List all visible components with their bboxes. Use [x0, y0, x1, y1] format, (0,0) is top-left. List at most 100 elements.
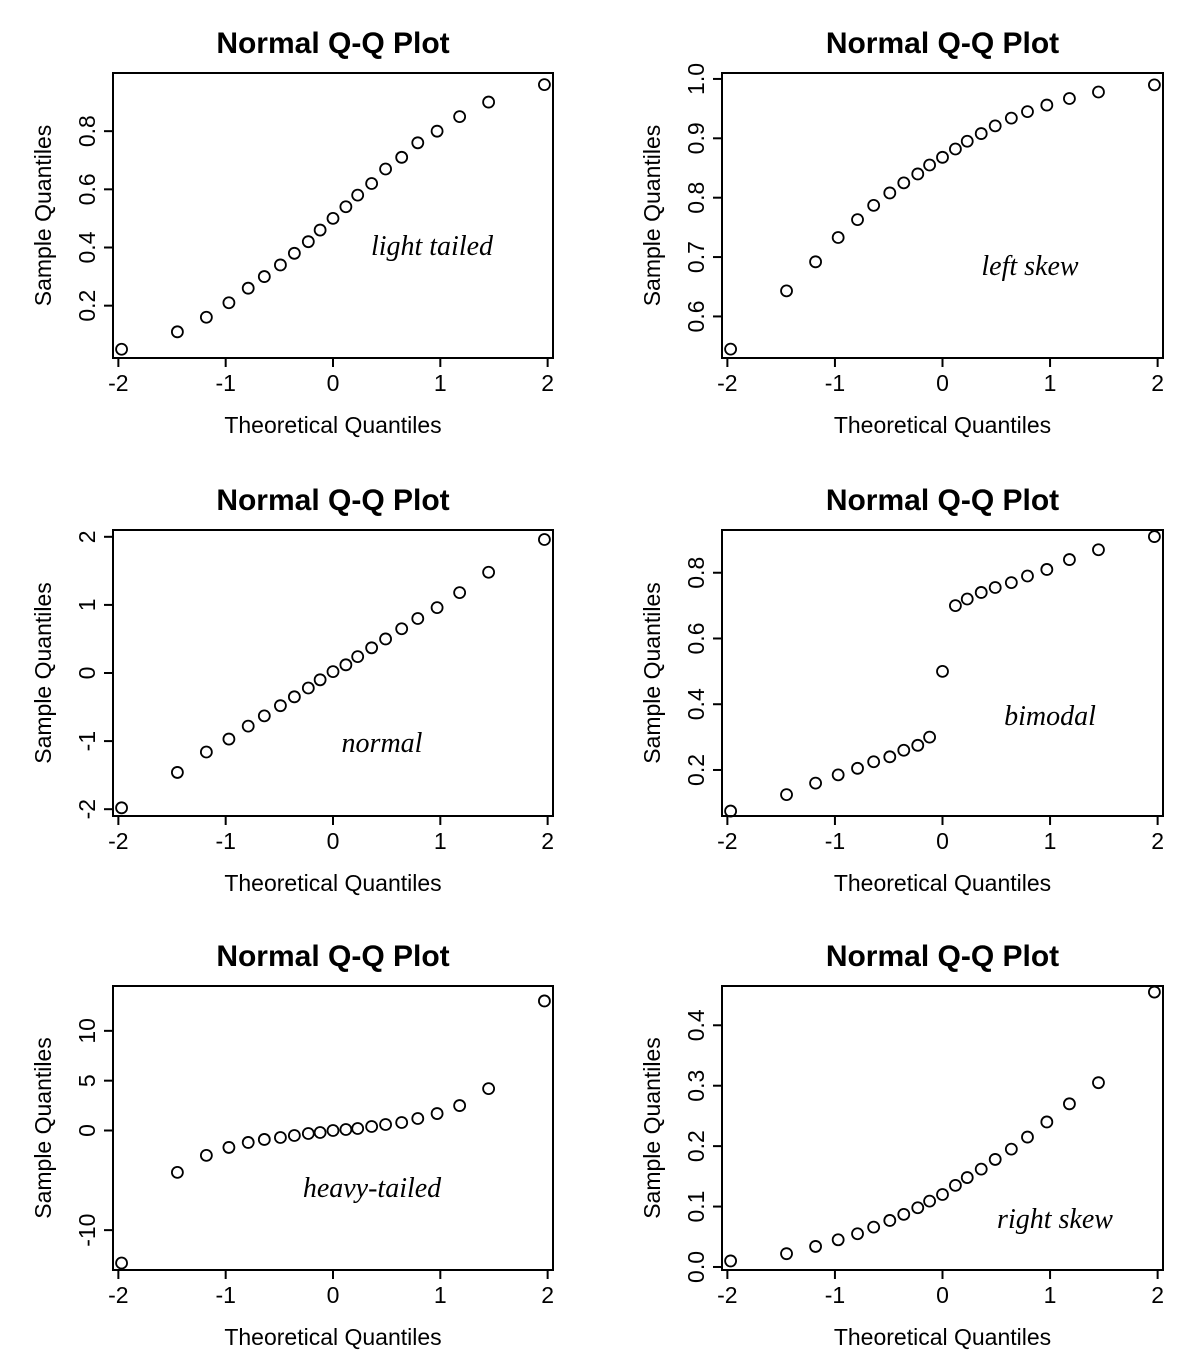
y-tick-label: 0.1	[683, 1191, 709, 1223]
data-point	[1004, 1142, 1018, 1156]
data-point	[274, 699, 287, 713]
data-point	[851, 213, 864, 227]
x-tick-label: -1	[825, 828, 845, 854]
qq-panel-3: Normal Q-Q Plot -2 -1 0 1 2 -2 -1 0 1 2 Theoretical…	[30, 484, 554, 896]
y-tick-label: -10	[74, 1214, 100, 1247]
data-point	[222, 296, 236, 310]
data-point	[1040, 98, 1054, 112]
y-tick-label: 5	[74, 1074, 100, 1087]
panel-title: Normal Q-Q Plot	[216, 484, 449, 517]
data-point	[851, 1227, 864, 1241]
distribution-annotation: light tailed	[371, 231, 494, 262]
data-point	[988, 581, 1002, 594]
data-point	[911, 738, 925, 752]
x-tick-label: 1	[1044, 1282, 1057, 1308]
data-point	[1040, 1115, 1054, 1129]
data-point	[831, 231, 845, 244]
panel-title: Normal Q-Q Plot	[826, 484, 1059, 517]
data-point	[351, 188, 365, 202]
x-tick-label: 0	[936, 828, 949, 854]
data-point	[365, 641, 379, 655]
y-tick-label: 10	[74, 1018, 100, 1044]
data-point	[287, 690, 301, 704]
distribution-annotation: heavy-tailed	[303, 1173, 442, 1204]
data-point	[974, 1162, 988, 1176]
data-point	[222, 1141, 236, 1154]
y-tick-label: -1	[74, 731, 100, 751]
data-point	[1063, 92, 1076, 105]
y-axis-label: Sample Quantiles	[639, 125, 665, 307]
x-tick-label: 2	[1151, 1282, 1164, 1308]
x-tick-label: -2	[717, 828, 737, 854]
data-point	[724, 342, 738, 356]
data-point	[960, 592, 974, 606]
qq-panel-6: Normal Q-Q Plot -2 -1 0 1 2 0.0 0.1 0.2 0.3 0.4 The…	[639, 940, 1164, 1350]
data-point	[453, 110, 467, 124]
data-point	[482, 95, 496, 109]
distribution-annotation: left skew	[981, 251, 1079, 282]
data-point	[430, 601, 444, 615]
data-point	[883, 750, 897, 764]
data-point	[897, 743, 911, 757]
qq-panel-1: Normal Q-Q Plot -2 -1 0 1 2 0.2 0.4 0.6 0.8 Theore…	[30, 27, 554, 438]
data-point	[170, 1165, 184, 1179]
distribution-annotation: right skew	[997, 1204, 1113, 1235]
data-point	[199, 1149, 213, 1162]
y-tick-label: 0.3	[683, 1070, 709, 1102]
data-point	[974, 586, 988, 599]
y-tick-label: 0.4	[74, 231, 100, 263]
y-tick-label: 0.6	[683, 622, 709, 654]
data-point	[326, 665, 340, 679]
y-tick-label: 0.4	[683, 1009, 709, 1041]
data-point	[809, 1240, 822, 1253]
data-point	[1063, 1097, 1076, 1111]
y-tick-label: 0.8	[74, 115, 100, 147]
data-point	[923, 1194, 936, 1208]
data-point	[960, 1171, 974, 1184]
data-point	[115, 342, 128, 356]
data-point	[241, 1136, 255, 1149]
y-axis-label: Sample Quantiles	[639, 1037, 665, 1219]
data-point	[199, 310, 213, 324]
data-point	[923, 158, 936, 172]
x-tick-label: 2	[1151, 828, 1164, 854]
data-point	[1092, 1076, 1105, 1090]
data-point	[936, 150, 949, 164]
data-point	[241, 719, 255, 733]
data-point	[430, 124, 444, 138]
data-point	[301, 1127, 315, 1140]
data-point	[326, 1124, 340, 1137]
data-point	[538, 533, 551, 546]
data-point	[115, 801, 128, 815]
y-axis-label: Sample Quantiles	[30, 582, 56, 764]
data-point	[883, 186, 897, 200]
data-point	[301, 681, 315, 695]
y-tick-label: 2	[74, 530, 100, 543]
data-point	[936, 664, 949, 678]
data-point	[911, 1201, 925, 1215]
y-tick-label: -2	[74, 799, 100, 819]
data-point	[1004, 576, 1018, 589]
data-point	[313, 1126, 327, 1139]
data-point	[724, 804, 738, 818]
x-axis-label: Theoretical Quantiles	[834, 1324, 1051, 1350]
data-point	[411, 612, 425, 625]
data-point	[831, 1233, 845, 1247]
plot-frame	[721, 72, 1164, 359]
data-point	[923, 730, 936, 744]
data-point	[257, 270, 271, 283]
y-tick-label: 0.9	[683, 122, 709, 154]
y-tick-label: 0.2	[74, 290, 100, 322]
data-point	[780, 1247, 793, 1261]
data-point	[538, 994, 551, 1008]
y-tick-label: 0.2	[683, 1130, 709, 1162]
plot-frame	[112, 72, 554, 359]
distribution-annotation: normal	[342, 728, 423, 759]
data-point	[897, 176, 911, 190]
x-tick-label: -1	[825, 1282, 845, 1308]
data-point	[351, 1122, 365, 1135]
y-tick-label: 1.0	[683, 63, 709, 95]
data-point	[1040, 563, 1054, 576]
data-point	[1147, 985, 1161, 999]
